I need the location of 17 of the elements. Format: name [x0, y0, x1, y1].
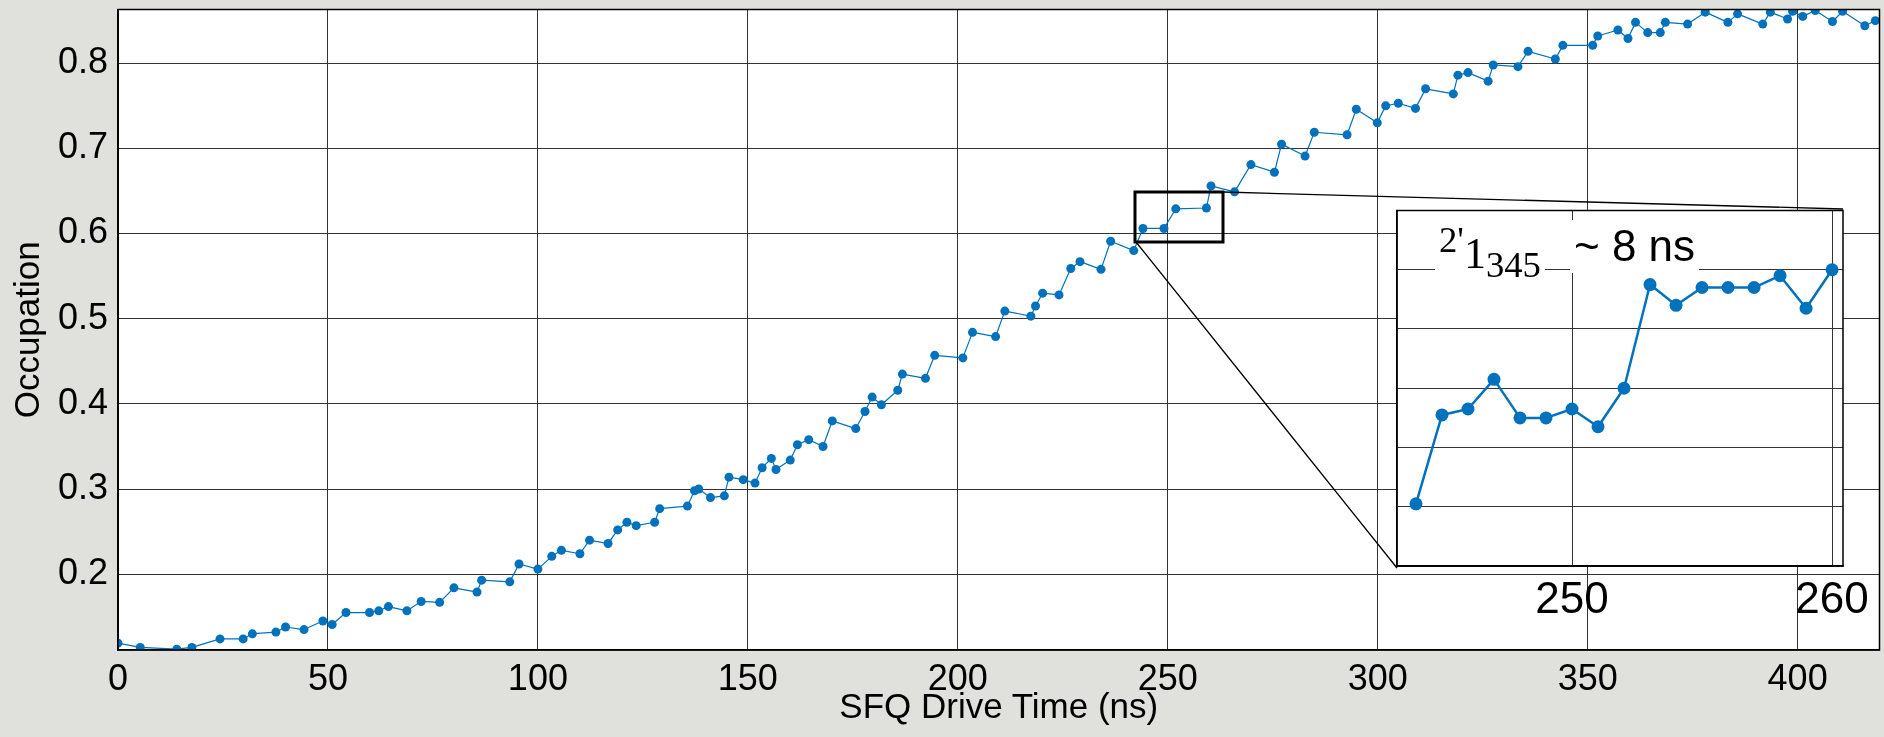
x-tick-label: 50 — [307, 656, 348, 698]
y-tick-label: 0.4 — [57, 380, 108, 422]
x-tick-label: 400 — [1767, 656, 1828, 698]
y-axis-title: Occupation — [6, 241, 46, 419]
x-tick-label: 100 — [507, 656, 568, 698]
y-tick-label: 0.5 — [57, 295, 108, 337]
y-tick-label: 0.3 — [57, 465, 108, 507]
y-tick-label: 0.6 — [57, 210, 108, 252]
y-tick-label: 0.8 — [57, 40, 108, 82]
x-tick-label: 0 — [107, 656, 129, 698]
x-tick-label: 350 — [1557, 656, 1618, 698]
y-tick-label: 0.7 — [57, 125, 108, 167]
x-tick-label: 150 — [717, 656, 778, 698]
annotation: ~ 8 ns — [1570, 220, 1700, 273]
y-tick-label: 0.2 — [57, 551, 108, 593]
x-tick-label: 300 — [1347, 656, 1408, 698]
annotation: $^{2'}$1$_{345}$ — [1435, 218, 1545, 288]
